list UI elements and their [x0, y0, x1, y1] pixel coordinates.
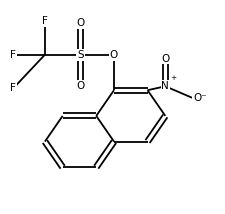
Text: F: F: [42, 16, 48, 26]
Text: +: +: [169, 75, 176, 81]
Text: O: O: [160, 54, 169, 64]
Text: O: O: [109, 50, 118, 60]
Text: S: S: [77, 50, 83, 60]
Text: F: F: [10, 50, 16, 60]
Text: O: O: [76, 18, 84, 28]
Text: O: O: [76, 81, 84, 91]
Text: F: F: [10, 83, 16, 93]
Text: N: N: [161, 81, 169, 91]
Text: O⁻: O⁻: [192, 93, 206, 103]
